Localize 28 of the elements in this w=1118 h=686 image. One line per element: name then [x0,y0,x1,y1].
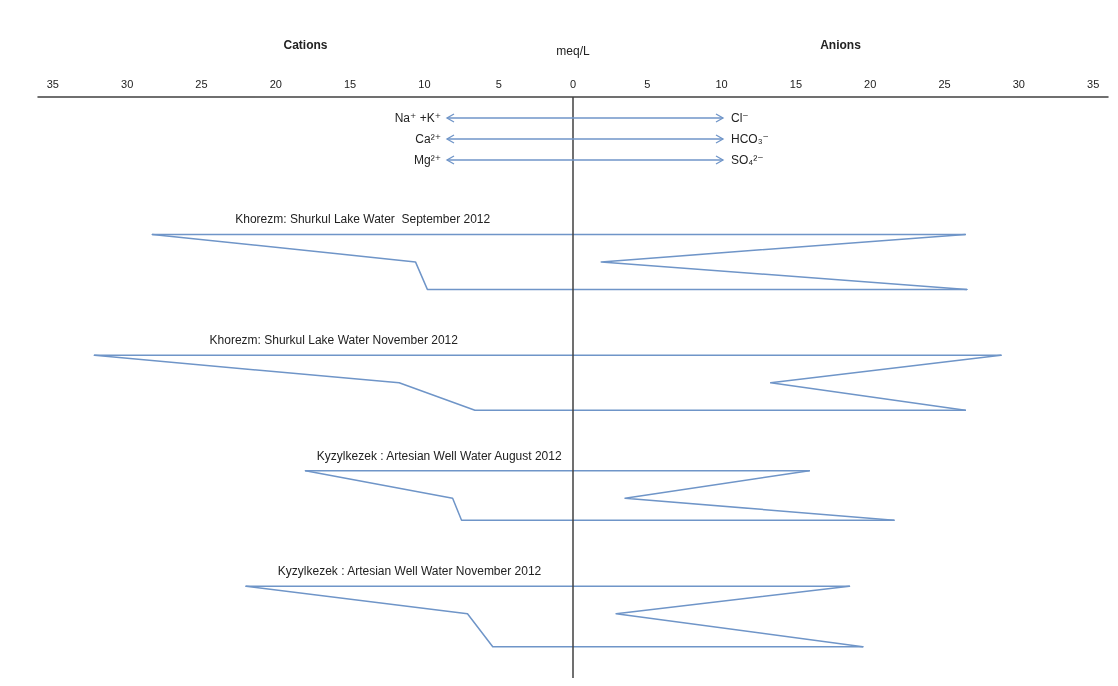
series-label: Kyzylkezek : Artesian Well Water November 2012 [277,564,542,579]
x-tick-label: 10 [418,77,431,90]
annotation: Mg²⁺ [414,153,441,167]
x-tick-label: 30 [121,77,134,90]
annotation: SO₄²⁻ [731,153,764,167]
x-tick-label: 25 [195,77,208,90]
x-tick-label: 20 [269,77,282,90]
text: Anions [820,38,862,52]
text: Cations [283,38,328,52]
x-tick-label: 35 [46,77,59,90]
x-tick-label: 20 [864,77,877,90]
x-tick-label: 5 [644,77,651,90]
x-tick-label: 25 [938,77,951,90]
series-label: Khorezm: Shurkul Lake Water September 2012 [235,212,491,227]
x-tick-label: 0 [569,77,577,90]
x-tick-label: 30 [1012,77,1025,90]
x-tick-label: 5 [495,77,502,90]
x-tick-label: 35 [1087,77,1100,90]
annotation: Cl⁻ [731,111,749,125]
annotation: HCO₃⁻ [731,132,769,146]
x-axis-title: meq/L [556,44,590,58]
series-label: Kyzylkezek : Artesian Well Water August 2012 [316,448,562,463]
x-tick-label: 15 [789,77,803,90]
x-tick-label: 15 [343,77,357,90]
annotation: Na⁺ +K⁺ [394,111,441,125]
x-tick-label: 10 [715,77,728,90]
annotation: Ca²⁺ [415,132,441,146]
series-label: Khorezm: Shurkul Lake Water November 2012 [209,333,459,348]
